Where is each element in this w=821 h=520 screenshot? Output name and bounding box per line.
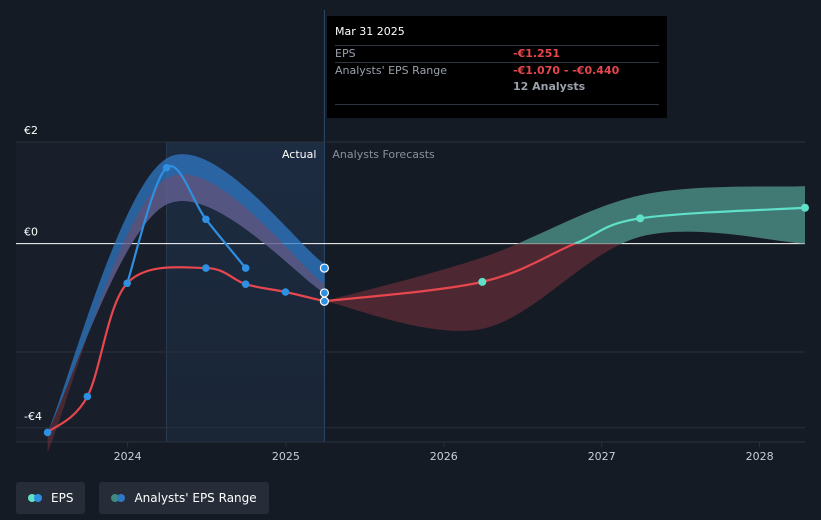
eps-forecast-line-negative: [324, 243, 578, 303]
forecast-point: [478, 277, 487, 286]
actual-region-label: Actual: [282, 148, 316, 161]
legend-range-label: Analysts' EPS Range: [134, 491, 257, 505]
eps-point: [202, 264, 210, 272]
eps-quarterly-point: [202, 215, 210, 224]
eps-forecast-line-positive: [572, 206, 806, 244]
hover-point: [319, 296, 330, 306]
tooltip-eps-label: EPS: [335, 47, 356, 60]
x-tick-label: 2026: [430, 450, 458, 463]
forecast-region-label: Analysts Forecasts: [332, 148, 435, 161]
eps-quarterly-line: [126, 165, 247, 284]
hover-point: [319, 263, 330, 273]
legend-eps-button[interactable]: EPS: [16, 482, 86, 514]
tooltip-analysts-count: 12 Analysts: [513, 80, 586, 93]
eps-quarterly-point: [162, 163, 171, 172]
tooltip-range-row: Analysts' EPS Range -€1.070 - -€0.440: [335, 62, 659, 79]
y-tick-label: €2: [24, 124, 38, 137]
eps-quarterly-point: [241, 264, 250, 272]
eps-chart: Actual Analysts Forecasts €2 €0 -€4 2024 202…: [16, 10, 809, 463]
chart-legend: EPS Analysts' EPS Range: [16, 482, 269, 514]
tooltip-analysts-row: 12 Analysts: [335, 79, 659, 95]
eps-point: [83, 392, 92, 401]
eps-point: [281, 288, 290, 296]
eps-point: [123, 279, 131, 288]
tooltip-eps-value: -€1.251: [513, 47, 561, 60]
eps-dots-icon: [28, 494, 44, 502]
legend-eps-label: EPS: [51, 491, 74, 505]
legend-range-button[interactable]: Analysts' EPS Range: [99, 482, 269, 514]
y-tick-label: €0: [24, 226, 38, 239]
x-tick-label: 2025: [272, 450, 300, 463]
hover-point: [319, 288, 330, 298]
x-tick-label: 2028: [746, 450, 774, 463]
eps-point: [241, 280, 250, 288]
forecast-point: [801, 203, 809, 212]
tooltip-date: Mar 31 2025: [335, 25, 405, 38]
tooltip-eps-row: EPS -€1.251: [335, 45, 659, 62]
hover-tooltip: Mar 31 2025 EPS -€1.251 Analysts' EPS Ra…: [327, 16, 667, 118]
y-tick-label: -€4: [24, 410, 42, 423]
forecast-point: [636, 214, 645, 223]
actual-range-band: [47, 154, 325, 433]
tooltip-range-value: -€1.070 - -€0.440: [513, 64, 620, 77]
x-tick-label: 2024: [114, 450, 142, 463]
tooltip-range-label: Analysts' EPS Range: [335, 64, 448, 77]
x-tick-label: 2027: [588, 450, 616, 463]
eps-point: [43, 428, 52, 437]
range-dots-icon: [111, 494, 127, 502]
